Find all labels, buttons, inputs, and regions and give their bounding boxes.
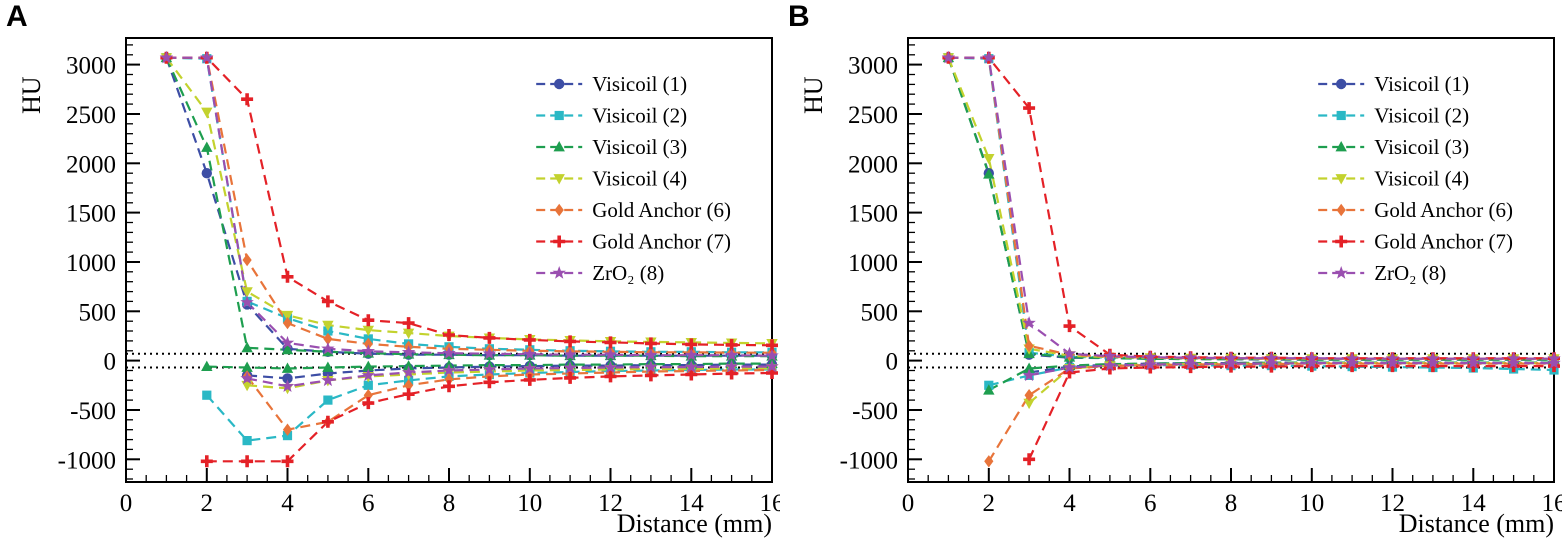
svg-text:8: 8 xyxy=(443,490,456,517)
series-line xyxy=(165,57,772,380)
svg-text:1500: 1500 xyxy=(66,201,116,228)
panel-b-label: B xyxy=(788,0,810,33)
svg-text:10: 10 xyxy=(517,490,542,517)
y-axis-title: HU xyxy=(17,76,46,114)
svg-text:0: 0 xyxy=(120,490,133,517)
svg-text:-500: -500 xyxy=(70,398,116,425)
svg-text:ZrO₂ (8): ZrO₂ (8) xyxy=(1374,261,1446,285)
svg-text:1500: 1500 xyxy=(848,201,898,228)
series-markers xyxy=(160,51,778,468)
svg-text:Gold Anchor (7): Gold Anchor (7) xyxy=(1374,230,1513,254)
svg-text:Visicoil (4): Visicoil (4) xyxy=(1374,167,1469,191)
svg-text:500: 500 xyxy=(79,299,117,326)
svg-text:Visicoil (3): Visicoil (3) xyxy=(1374,135,1469,159)
series-line xyxy=(166,56,773,388)
svg-text:3000: 3000 xyxy=(848,53,898,80)
panel-a: A -1000 -500 0 500 1000 1500 2000 2500 3000 0 2 4 6 8… xyxy=(0,0,785,542)
svg-text:0: 0 xyxy=(104,349,117,376)
legend: Visicoil (1) Visicoil (2) Visicoil (3) Visi… xyxy=(1318,72,1513,285)
svg-text:4: 4 xyxy=(1063,490,1076,517)
svg-text:Visicoil (3): Visicoil (3) xyxy=(592,135,687,159)
svg-text:Visicoil (2): Visicoil (2) xyxy=(592,104,687,128)
y-axis: -1000 -500 0 500 1000 1500 2000 2500 3000 xyxy=(58,44,140,480)
svg-text:2: 2 xyxy=(201,490,214,517)
chart-canvas: -1000 -500 0 500 1000 1500 2000 2500 3000 0 2 4 6 8 10… xyxy=(799,37,1564,538)
svg-text:14: 14 xyxy=(679,490,705,517)
svg-text:10: 10 xyxy=(1299,490,1324,517)
svg-text:3000: 3000 xyxy=(66,53,116,80)
svg-text:14: 14 xyxy=(1461,490,1487,517)
series-markers xyxy=(159,50,779,392)
panel-b: B -1000 -500 0 500 1000 1500 2000 2500 3000 0 2 4 6 8… xyxy=(782,0,1564,542)
legend: Visicoil (1) Visicoil (2) Visicoil (3) Visi… xyxy=(536,72,731,285)
svg-text:2500: 2500 xyxy=(848,102,898,129)
svg-text:8: 8 xyxy=(1225,490,1238,517)
series-line xyxy=(948,56,1554,377)
x-axis-title: Distance (mm) xyxy=(617,509,772,538)
series-markers xyxy=(941,50,1561,382)
chart-a: -1000 -500 0 500 1000 1500 2000 2500 3000 0 2 4 6 8 10… xyxy=(4,2,785,540)
svg-text:6: 6 xyxy=(362,490,375,517)
series-line xyxy=(948,56,1554,460)
series-line xyxy=(166,56,773,431)
svg-text:Gold Anchor (7): Gold Anchor (7) xyxy=(592,230,731,254)
svg-text:2000: 2000 xyxy=(66,151,116,178)
svg-text:6: 6 xyxy=(1144,490,1157,517)
svg-text:Visicoil (2): Visicoil (2) xyxy=(1374,104,1469,128)
chart-canvas: -1000 -500 0 500 1000 1500 2000 2500 3000 0 2 4 6 8 10… xyxy=(17,37,785,538)
svg-text:2500: 2500 xyxy=(66,102,116,129)
svg-text:Visicoil (4): Visicoil (4) xyxy=(592,167,687,191)
svg-text:1000: 1000 xyxy=(66,250,116,277)
svg-text:-1000: -1000 xyxy=(840,447,898,474)
svg-text:1000: 1000 xyxy=(848,250,898,277)
svg-text:500: 500 xyxy=(861,299,899,326)
y-axis-title: HU xyxy=(799,76,828,114)
svg-text:2000: 2000 xyxy=(848,151,898,178)
svg-text:4: 4 xyxy=(281,490,294,517)
svg-text:Visicoil (1): Visicoil (1) xyxy=(592,72,687,96)
svg-text:0: 0 xyxy=(886,349,899,376)
chart-b: -1000 -500 0 500 1000 1500 2000 2500 3000 0 2 4 6 8 10… xyxy=(786,2,1564,540)
series-line xyxy=(166,56,772,442)
svg-text:ZrO₂ (8): ZrO₂ (8) xyxy=(592,261,664,285)
svg-text:Visicoil (1): Visicoil (1) xyxy=(1374,72,1469,96)
svg-text:-1000: -1000 xyxy=(58,447,116,474)
svg-text:-500: -500 xyxy=(852,398,898,425)
svg-text:Gold Anchor (6): Gold Anchor (6) xyxy=(592,198,731,222)
svg-text:16: 16 xyxy=(1542,490,1563,517)
svg-text:12: 12 xyxy=(1380,490,1405,517)
panel-a-label: A xyxy=(6,0,28,33)
svg-text:12: 12 xyxy=(598,490,623,517)
x-axis-title: Distance (mm) xyxy=(1399,509,1554,538)
x-axis: 0 2 4 6 8 10 12 14 16 xyxy=(902,468,1564,517)
svg-text:Gold Anchor (6): Gold Anchor (6) xyxy=(1374,198,1513,222)
y-axis: -1000 -500 0 500 1000 1500 2000 2500 3000 xyxy=(840,44,922,480)
svg-text:2: 2 xyxy=(983,490,996,517)
svg-text:0: 0 xyxy=(902,490,915,517)
